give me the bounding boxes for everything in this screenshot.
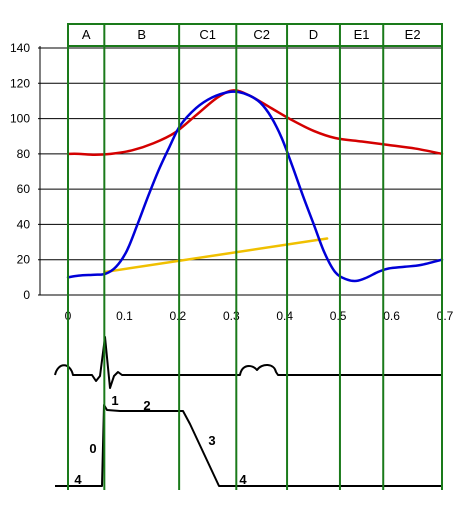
phase-label-1: 1: [111, 393, 118, 408]
segment-label-c1: C1: [199, 27, 216, 42]
segment-label-e1: E1: [354, 27, 370, 42]
y-axis-ticks: 0 20 40 60 80 100 120 140: [10, 41, 30, 302]
gridlines: [38, 46, 442, 296]
x-tick-label-5: 0.5: [330, 309, 347, 323]
x-tick-label-6: 0.6: [383, 309, 400, 323]
x-tick-label-7: 0.7: [437, 309, 454, 323]
y-tick-label-7: 140: [10, 41, 30, 55]
y-tick-label-5: 100: [10, 112, 30, 126]
phase-label-0: 0: [89, 441, 96, 456]
phase-label-4: 4: [74, 472, 82, 487]
x-axis-ticks: 00.10.20.30.40.50.60.7: [65, 309, 454, 323]
x-tick-label-3: 0.3: [223, 309, 240, 323]
segment-label-d: D: [309, 27, 318, 42]
segment-header: A B C1 C2 D E1 E2: [67, 23, 443, 47]
y-tick-label-1: 20: [17, 253, 31, 267]
yellow-series-line: [103, 237, 329, 274]
series-lines: [66, 89, 444, 283]
segment-label-c2: C2: [253, 27, 270, 42]
blue-series-line: [66, 90, 444, 283]
x-tick-label-2: 0.2: [170, 309, 187, 323]
phase-label-2: 2: [143, 398, 150, 413]
x-tick-label-4: 0.4: [276, 309, 293, 323]
y-tick-label-0: 0: [23, 288, 30, 302]
segment-dividers: [67, 24, 443, 490]
segment-label-a: A: [82, 27, 91, 42]
segment-label-b: B: [137, 27, 146, 42]
y-tick-label-4: 80: [17, 147, 31, 161]
phase-label-5: 4: [239, 472, 247, 487]
phase-label-3: 3: [208, 433, 215, 448]
y-tick-label-2: 40: [17, 217, 31, 231]
y-tick-label-6: 120: [10, 76, 30, 90]
y-tick-label-3: 60: [17, 182, 31, 196]
action-potential-trace: [55, 404, 442, 487]
segment-label-e2: E2: [405, 27, 421, 42]
red-series-line: [66, 89, 444, 156]
x-tick-label-1: 0.1: [116, 309, 133, 323]
